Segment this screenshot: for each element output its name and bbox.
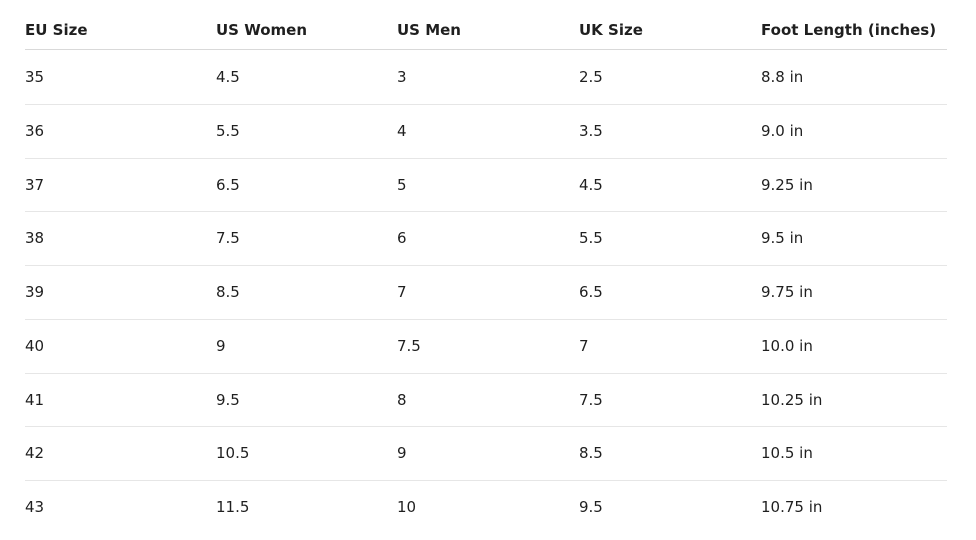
table-cell: 7	[397, 283, 407, 301]
table-cell: 9.5	[216, 390, 240, 409]
table-cell: 35	[25, 68, 45, 86]
table-cell: 5	[397, 175, 407, 194]
table-cell: 7.5	[216, 229, 240, 248]
table-cell: 42	[25, 444, 45, 463]
table-cell: 8	[397, 390, 407, 409]
table-cell: 39	[25, 283, 45, 301]
table-cell: 10	[397, 498, 417, 516]
table-cell: 10.5	[216, 444, 250, 463]
table-cell: 2.5	[579, 68, 603, 86]
table-cell: 10.0 in	[761, 336, 813, 355]
table-cell: 9.5 in	[761, 229, 804, 248]
table-cell: 8.8 in	[761, 68, 804, 86]
row-divider	[25, 480, 947, 481]
table-cell: 5.5	[216, 121, 240, 140]
table-cell: 4	[397, 121, 407, 140]
column-header: Foot Length (inches)	[761, 21, 937, 39]
table-cell: 9.75 in	[761, 283, 813, 301]
table-cell: 9	[397, 444, 407, 463]
column-header: US Women	[216, 21, 308, 39]
table-cell: 9.25 in	[761, 175, 813, 194]
table-cell: 7.5	[579, 390, 603, 409]
table-cell: 36	[25, 121, 45, 140]
table-cell: 43	[25, 498, 45, 516]
row-divider	[25, 426, 947, 427]
table-cell: 6.5	[579, 283, 603, 301]
table-cell: 9.0 in	[761, 121, 804, 140]
table-cell: 8.5	[216, 283, 240, 301]
table-cell: 10.25 in	[761, 390, 823, 409]
row-divider	[25, 158, 947, 159]
table-cell: 3.5	[579, 121, 603, 140]
table-cell: 37	[25, 175, 45, 194]
column-header: US Men	[397, 21, 461, 39]
header-divider	[25, 49, 947, 50]
table-cell: 3	[397, 68, 407, 86]
table-cell: 8.5	[579, 444, 603, 463]
table-cell: 10.75 in	[761, 498, 823, 516]
table-cell: 9	[216, 336, 226, 355]
row-divider	[25, 319, 947, 320]
row-divider	[25, 265, 947, 266]
table-cell: 10.5 in	[761, 444, 813, 463]
row-divider	[25, 373, 947, 374]
table-cell: 41	[25, 390, 45, 409]
row-divider	[25, 211, 947, 212]
table-cell: 38	[25, 229, 45, 248]
table-cell: 6.5	[216, 175, 240, 194]
table-cell: 6	[397, 229, 407, 248]
row-divider	[25, 104, 947, 105]
table-cell: 4.5	[216, 68, 240, 86]
table-cell: 40	[25, 336, 45, 355]
table-cell: 7	[579, 336, 589, 355]
table-cell: 4.5	[579, 175, 603, 194]
table-cell: 5.5	[579, 229, 603, 248]
table-cell: 9.5	[579, 498, 603, 516]
table-cell: 7.5	[397, 336, 421, 355]
column-header: EU Size	[25, 21, 88, 39]
column-header: UK Size	[579, 21, 643, 39]
table-cell: 11.5	[216, 498, 250, 516]
